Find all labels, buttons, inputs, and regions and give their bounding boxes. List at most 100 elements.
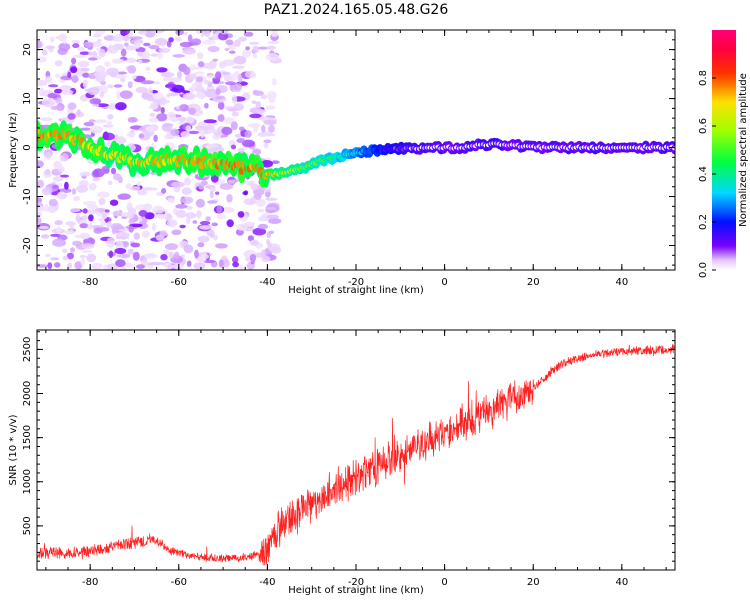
noise-cell <box>180 131 191 138</box>
noise-cell <box>270 30 279 38</box>
x-tick-label: 40 <box>615 577 628 588</box>
noise-cell <box>47 205 57 213</box>
noise-cell <box>40 234 50 239</box>
noise-cell <box>140 80 155 85</box>
noise-cell <box>166 40 172 48</box>
noise-cell <box>98 217 104 222</box>
noise-cell <box>204 102 209 109</box>
noise-cell <box>98 197 106 205</box>
noise-cell <box>249 254 257 262</box>
noise-cell <box>99 90 105 98</box>
noise-cell <box>71 39 81 44</box>
noise-cell <box>225 39 234 46</box>
noise-cell <box>106 67 120 77</box>
noise-cell <box>93 71 108 79</box>
noise-cell <box>133 232 141 240</box>
noise-cell <box>236 223 248 231</box>
noise-cell <box>37 206 47 212</box>
noise-cell <box>254 108 267 114</box>
noise-cell <box>156 67 168 73</box>
noise-cell <box>238 126 245 132</box>
noise-cell <box>264 197 278 201</box>
noise-cell <box>271 78 277 86</box>
noise-cell <box>106 221 112 228</box>
noise-cell <box>100 220 107 227</box>
snr-y-label: SNR (10 * v/v) <box>8 414 19 485</box>
noise-cell <box>158 48 171 53</box>
noise-cell <box>179 104 190 112</box>
noise-cell <box>194 249 199 259</box>
noise-cell <box>205 88 219 98</box>
noise-cell <box>74 261 83 270</box>
noise-cell <box>111 228 117 235</box>
x-tick-label: -80 <box>82 277 98 288</box>
noise-cell <box>198 183 205 190</box>
snr-x-label: Height of straight line (km) <box>288 585 424 596</box>
noise-cell <box>87 223 94 230</box>
noise-cell <box>251 100 257 105</box>
noise-cell <box>119 90 133 99</box>
noise-cell <box>79 223 89 229</box>
noise-cell <box>101 213 108 220</box>
noise-cell <box>126 211 135 219</box>
noise-cell <box>199 220 211 226</box>
noise-cell <box>164 243 179 251</box>
noise-cell <box>38 225 49 230</box>
noise-cell <box>266 90 277 100</box>
noise-cell <box>107 84 114 89</box>
noise-cell <box>92 177 100 182</box>
noise-cell <box>161 123 173 132</box>
noise-cell <box>197 52 204 60</box>
x-tick-label: -80 <box>82 577 98 588</box>
noise-cell <box>212 134 221 141</box>
snr-series-line <box>37 343 675 566</box>
noise-cell <box>132 251 140 261</box>
noise-cell <box>54 220 63 226</box>
noise-cell <box>113 173 122 181</box>
noise-cell <box>187 34 193 43</box>
noise-cell <box>152 187 158 191</box>
noise-cell <box>167 92 179 97</box>
noise-cell <box>207 45 220 53</box>
noise-cell <box>86 253 97 263</box>
noise-cell <box>48 84 59 88</box>
noise-cell <box>231 95 238 104</box>
noise-cell <box>195 30 201 35</box>
noise-cell <box>118 228 132 232</box>
noise-cell <box>116 254 130 258</box>
noise-cell <box>160 254 168 261</box>
noise-cell <box>267 40 280 44</box>
noise-cell <box>136 189 148 196</box>
noise-cell <box>50 36 55 43</box>
noise-cell <box>252 53 258 59</box>
noise-cell <box>252 227 267 236</box>
noise-cell <box>79 51 90 55</box>
noise-cell <box>260 94 268 100</box>
noise-cell <box>112 34 125 42</box>
noise-cell <box>82 79 88 89</box>
y-tick-label: -10 <box>22 188 33 204</box>
noise-cell <box>209 229 215 239</box>
noise-cell <box>67 102 77 110</box>
noise-cell <box>165 83 177 88</box>
noise-cell <box>230 121 238 131</box>
noise-cell <box>266 45 276 50</box>
noise-cell <box>148 45 160 50</box>
y-tick-label: -20 <box>22 237 33 253</box>
noise-cell <box>162 249 171 255</box>
noise-cell <box>81 243 95 249</box>
noise-cell <box>204 30 211 37</box>
noise-cell <box>186 260 192 267</box>
noise-cell <box>127 116 138 123</box>
noise-cell <box>231 111 239 117</box>
noise-cell <box>174 37 182 42</box>
y-tick-label: 10 <box>22 92 33 105</box>
y-tick-label: 0 <box>22 144 33 150</box>
noise-cell <box>148 117 159 123</box>
x-tick-label: 0 <box>441 277 447 288</box>
noise-cell <box>83 200 97 206</box>
noise-cell <box>150 101 159 110</box>
noise-cell <box>138 133 145 139</box>
noise-cell <box>232 261 240 268</box>
noise-cell <box>120 30 131 36</box>
